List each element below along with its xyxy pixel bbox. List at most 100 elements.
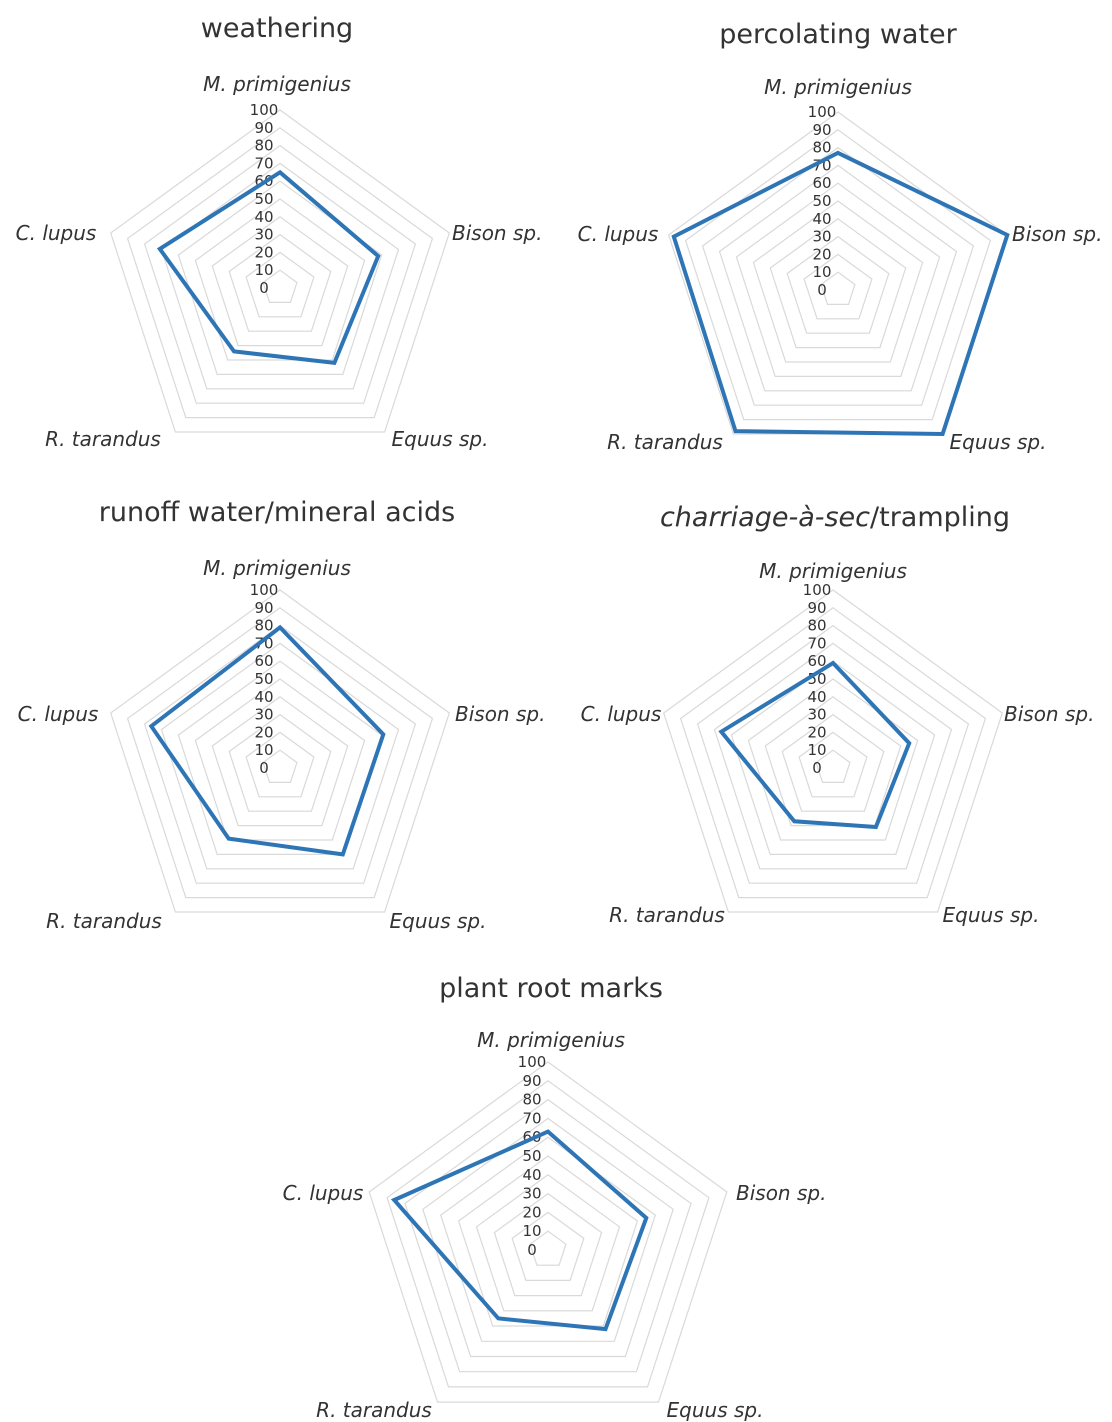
grid-ring xyxy=(160,642,400,870)
tick-label: 90 xyxy=(522,1072,541,1090)
grid-ring xyxy=(662,589,1004,913)
grid-ring xyxy=(820,271,856,305)
tick-label: 80 xyxy=(812,139,831,157)
tick-label: 100 xyxy=(808,103,837,121)
grid-ring xyxy=(211,696,349,827)
grid-ring xyxy=(126,127,434,419)
axis-label-c-lupus: C. lupus xyxy=(283,1181,364,1205)
grid-ring xyxy=(457,1155,639,1327)
tick-label: 60 xyxy=(254,652,273,670)
series-line xyxy=(671,150,1010,437)
grid-ring xyxy=(786,235,890,334)
tick-label: 90 xyxy=(807,599,826,617)
grid-ring xyxy=(696,624,970,884)
grid-ring xyxy=(752,200,924,363)
grid-ring xyxy=(730,660,936,856)
tick-label: 40 xyxy=(812,210,831,228)
tick-label: 90 xyxy=(254,119,273,137)
tick-label: 40 xyxy=(254,208,273,226)
grid-ring xyxy=(422,1117,674,1358)
tick-label: 10 xyxy=(522,1222,541,1240)
tick-label: 100 xyxy=(803,581,832,599)
axis-label-bison-sp: Bison sp. xyxy=(1004,702,1094,726)
tick-label: 80 xyxy=(807,617,826,635)
axis-label-equus-sp: Equus sp. xyxy=(950,430,1047,454)
tick-label: 40 xyxy=(522,1166,541,1184)
grid-ring xyxy=(701,146,975,406)
chart-title: percolating water xyxy=(719,19,957,50)
grid-ring xyxy=(228,233,332,332)
tick-label: 10 xyxy=(254,261,273,279)
tick-label: 90 xyxy=(812,121,831,139)
series-line xyxy=(718,660,912,830)
tick-label: 40 xyxy=(807,688,826,706)
grid-ring xyxy=(439,1136,657,1342)
grid-ring xyxy=(143,144,417,404)
grid-ring xyxy=(529,1230,567,1266)
grid-ring xyxy=(245,251,315,318)
tick-label: 20 xyxy=(254,243,273,261)
axis-label-bison-sp: Bison sp. xyxy=(455,702,545,726)
grid-ring xyxy=(194,198,366,361)
tick-label: 20 xyxy=(807,723,826,741)
chart-title: weathering xyxy=(201,13,353,44)
radar-chart-charriage-sec-trampling: charriage-à-sec/trampling010203040506070… xyxy=(581,502,1095,927)
radar-chart-plant-root-marks: plant root marks0102030405060708090100M.… xyxy=(283,973,827,1422)
tick-label: 50 xyxy=(254,190,273,208)
tick-label: 80 xyxy=(254,617,273,635)
tick-label: 30 xyxy=(807,706,826,724)
series-line xyxy=(390,1129,649,1332)
grid-ring xyxy=(803,253,873,320)
grid-ring xyxy=(713,642,953,870)
tick-label: 70 xyxy=(522,1109,541,1127)
tick-label: 70 xyxy=(254,154,273,172)
grid-ring xyxy=(386,1080,710,1388)
radar-chart-runoff-water-mineral-acids: runoff water/mineral acids 01020304050607… xyxy=(18,497,546,933)
axis-label-bison-sp: Bison sp. xyxy=(736,1181,826,1205)
axis-label-m-primigenius: M. primigenius xyxy=(477,1028,625,1052)
axis-label-bison-sp: Bison sp. xyxy=(1012,222,1102,246)
tick-label: 90 xyxy=(254,599,273,617)
tick-label: 10 xyxy=(807,741,826,759)
tick-label: 70 xyxy=(812,156,831,174)
grid-ring xyxy=(368,1061,728,1403)
tick-label: 40 xyxy=(254,688,273,706)
tick-label: 0 xyxy=(527,1241,537,1259)
tick-label: 60 xyxy=(812,174,831,192)
tick-label: 70 xyxy=(807,634,826,652)
tick-label: 50 xyxy=(812,192,831,210)
axis-label-r-tarandus: R. tarandus xyxy=(45,427,161,451)
grid-ring xyxy=(781,713,885,812)
tick-label: 20 xyxy=(812,245,831,263)
tick-label: 0 xyxy=(812,759,822,777)
tick-label: 10 xyxy=(812,263,831,281)
grid-ring xyxy=(143,624,417,884)
axis-label-c-lupus: C. lupus xyxy=(18,702,99,726)
axis-label-c-lupus: C. lupus xyxy=(581,702,662,726)
axis-label-r-tarandus: R. tarandus xyxy=(609,903,725,927)
tick-label: 60 xyxy=(807,652,826,670)
grid-ring xyxy=(109,589,451,913)
chart-title: runoff water/mineral acids xyxy=(99,497,455,528)
tick-label: 100 xyxy=(250,101,279,119)
grid-ring xyxy=(475,1174,621,1312)
grid-ring xyxy=(109,109,451,433)
axis-label-m-primigenius: M. primigenius xyxy=(759,559,907,583)
tick-label: 50 xyxy=(254,670,273,688)
chart-title: plant root marks xyxy=(439,973,663,1004)
tick-label: 20 xyxy=(254,723,273,741)
axis-label-equus-sp: Equus sp. xyxy=(392,427,489,451)
grid-ring xyxy=(245,731,315,798)
axis-label-m-primigenius: M. primigenius xyxy=(203,556,351,580)
axis-label-bison-sp: Bison sp. xyxy=(452,221,542,245)
tick-label: 30 xyxy=(254,226,273,244)
grid-ring xyxy=(211,216,349,347)
axis-label-r-tarandus: R. tarandus xyxy=(46,909,162,933)
tick-label: 30 xyxy=(812,228,831,246)
grid-ring xyxy=(735,182,941,377)
axis-label-equus-sp: Equus sp. xyxy=(667,1398,764,1422)
tick-label: 30 xyxy=(254,706,273,724)
axis-label-m-primigenius: M. primigenius xyxy=(203,72,351,96)
